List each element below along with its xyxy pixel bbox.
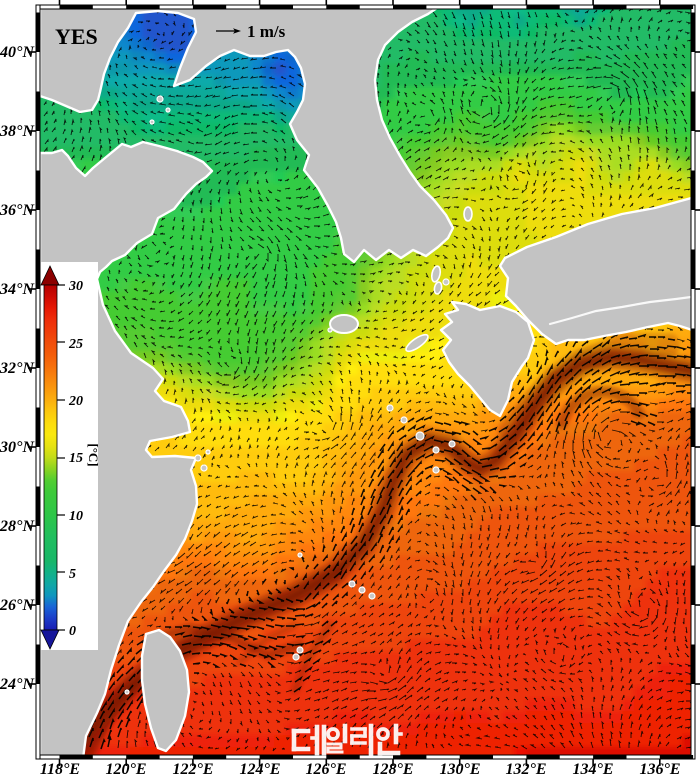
- svg-text:YES: YES: [55, 24, 98, 49]
- svg-text:122°E: 122°E: [172, 761, 213, 778]
- svg-text:10: 10: [69, 509, 83, 524]
- svg-text:130°E: 130°E: [439, 761, 480, 778]
- svg-text:38°N: 38°N: [0, 123, 35, 140]
- svg-text:28°N: 28°N: [0, 518, 35, 535]
- svg-text:1 m/s: 1 m/s: [247, 22, 286, 41]
- svg-text:118°E: 118°E: [40, 761, 80, 778]
- svg-text:15: 15: [69, 451, 83, 466]
- svg-text:24°N: 24°N: [0, 676, 35, 693]
- svg-text:26°N: 26°N: [0, 597, 35, 614]
- svg-text:134°E: 134°E: [572, 761, 613, 778]
- svg-text:[°C]: [°C]: [86, 443, 101, 466]
- svg-text:126°E: 126°E: [305, 761, 346, 778]
- svg-text:120°E: 120°E: [105, 761, 146, 778]
- svg-text:128°E: 128°E: [372, 761, 413, 778]
- svg-text:20: 20: [68, 394, 83, 409]
- svg-text:32°N: 32°N: [0, 360, 35, 377]
- svg-text:136°E: 136°E: [639, 761, 680, 778]
- svg-text:36°N: 36°N: [0, 202, 35, 219]
- svg-text:0: 0: [69, 624, 76, 639]
- svg-text:34°N: 34°N: [0, 281, 35, 298]
- svg-text:25: 25: [68, 337, 83, 352]
- svg-text:124°E: 124°E: [239, 761, 280, 778]
- svg-text:5: 5: [69, 567, 76, 582]
- svg-text:30: 30: [68, 279, 83, 294]
- svg-text:30°N: 30°N: [0, 439, 35, 456]
- svg-text:132°E: 132°E: [505, 761, 546, 778]
- svg-text:40°N: 40°N: [0, 44, 35, 61]
